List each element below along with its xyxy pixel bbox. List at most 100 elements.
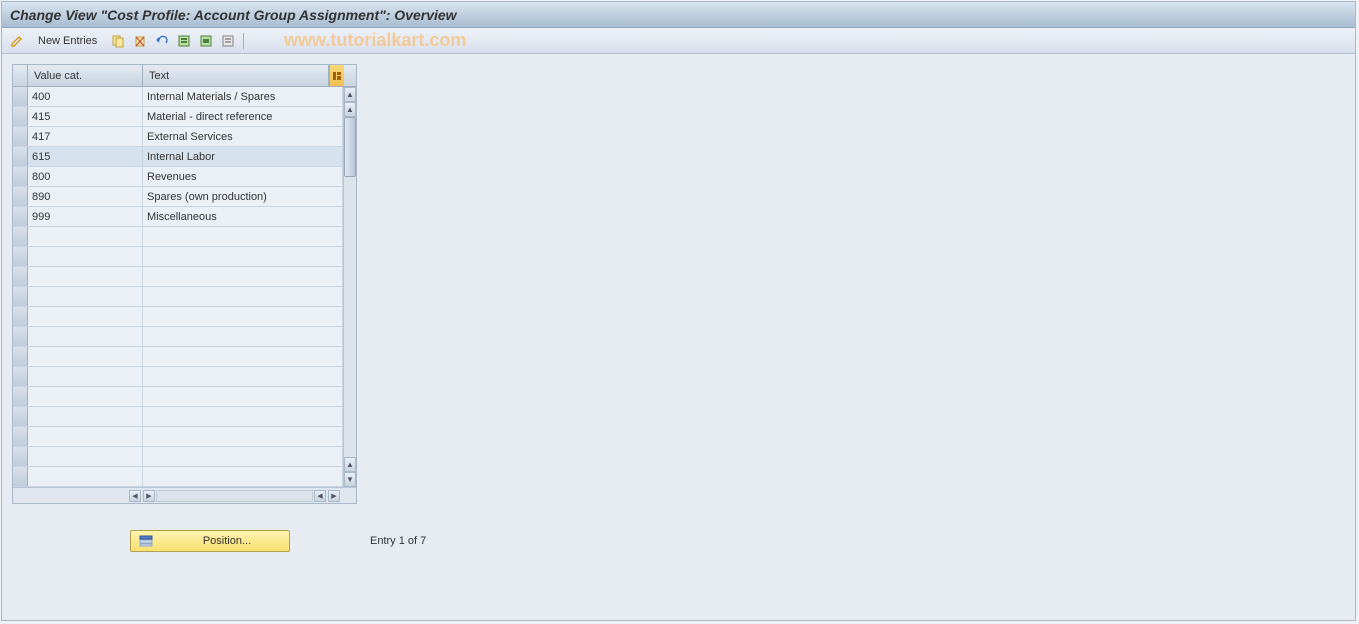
cell-text[interactable]: Revenues: [143, 167, 343, 186]
cell-text[interactable]: External Services: [143, 127, 343, 146]
row-selector[interactable]: [13, 107, 28, 126]
row-selector[interactable]: [13, 187, 28, 206]
cell-text[interactable]: [143, 467, 343, 486]
grid-select-all-corner[interactable]: [13, 65, 28, 86]
table-row[interactable]: 890Spares (own production): [13, 187, 343, 207]
scroll-down2-icon[interactable]: ▼: [344, 472, 356, 487]
cell-text[interactable]: Spares (own production): [143, 187, 343, 206]
table-row[interactable]: 415Material - direct reference: [13, 107, 343, 127]
cell-value-cat[interactable]: [28, 347, 143, 366]
cell-value-cat[interactable]: [28, 287, 143, 306]
cell-value-cat[interactable]: 415: [28, 107, 143, 126]
table-row[interactable]: 615Internal Labor: [13, 147, 343, 167]
cell-text[interactable]: [143, 267, 343, 286]
undo-icon[interactable]: [153, 32, 171, 50]
vertical-scrollbar[interactable]: ▲ ▲ ▲ ▼: [343, 87, 356, 487]
cell-text[interactable]: [143, 427, 343, 446]
row-selector[interactable]: [13, 287, 28, 306]
cell-value-cat[interactable]: [28, 247, 143, 266]
position-button[interactable]: Position...: [130, 530, 290, 552]
cell-text[interactable]: [143, 367, 343, 386]
table-row-empty[interactable]: [13, 447, 343, 467]
table-row-empty[interactable]: [13, 467, 343, 487]
cell-text[interactable]: [143, 307, 343, 326]
row-selector[interactable]: [13, 167, 28, 186]
table-row-empty[interactable]: [13, 367, 343, 387]
cell-text[interactable]: [143, 287, 343, 306]
select-block-icon[interactable]: [197, 32, 215, 50]
cell-value-cat[interactable]: [28, 387, 143, 406]
cell-text[interactable]: [143, 387, 343, 406]
hscroll-left-icon[interactable]: ◀: [129, 490, 141, 502]
row-selector[interactable]: [13, 407, 28, 426]
cell-text[interactable]: Miscellaneous: [143, 207, 343, 226]
horizontal-scrollbar[interactable]: ◀ ▶ ◀ ▶: [13, 487, 356, 503]
copy-as-icon[interactable]: [109, 32, 127, 50]
table-row-empty[interactable]: [13, 387, 343, 407]
toggle-edit-icon[interactable]: [8, 32, 26, 50]
row-selector[interactable]: [13, 447, 28, 466]
row-selector[interactable]: [13, 207, 28, 226]
cell-value-cat[interactable]: 999: [28, 207, 143, 226]
table-row-empty[interactable]: [13, 267, 343, 287]
table-row[interactable]: 999Miscellaneous: [13, 207, 343, 227]
cell-text[interactable]: [143, 447, 343, 466]
new-entries-button[interactable]: New Entries: [30, 33, 105, 49]
table-row-empty[interactable]: [13, 327, 343, 347]
cell-text[interactable]: Internal Materials / Spares: [143, 87, 343, 106]
scroll-up-icon[interactable]: ▲: [344, 87, 356, 102]
cell-value-cat[interactable]: [28, 447, 143, 466]
cell-value-cat[interactable]: 615: [28, 147, 143, 166]
table-row-empty[interactable]: [13, 247, 343, 267]
row-selector[interactable]: [13, 247, 28, 266]
row-selector[interactable]: [13, 227, 28, 246]
vscroll-track[interactable]: [344, 117, 356, 457]
cell-value-cat[interactable]: 417: [28, 127, 143, 146]
deselect-all-icon[interactable]: [219, 32, 237, 50]
table-row-empty[interactable]: [13, 227, 343, 247]
cell-value-cat[interactable]: [28, 407, 143, 426]
cell-value-cat[interactable]: [28, 467, 143, 486]
table-row-empty[interactable]: [13, 427, 343, 447]
row-selector[interactable]: [13, 367, 28, 386]
cell-value-cat[interactable]: [28, 327, 143, 346]
cell-value-cat[interactable]: [28, 227, 143, 246]
cell-text[interactable]: [143, 347, 343, 366]
hscroll-left2-icon[interactable]: ◀: [314, 490, 326, 502]
table-row[interactable]: 400Internal Materials / Spares: [13, 87, 343, 107]
cell-value-cat[interactable]: 890: [28, 187, 143, 206]
cell-text[interactable]: Material - direct reference: [143, 107, 343, 126]
delete-icon[interactable]: [131, 32, 149, 50]
row-selector[interactable]: [13, 467, 28, 486]
hscroll-right2-icon[interactable]: ▶: [328, 490, 340, 502]
row-selector[interactable]: [13, 87, 28, 106]
cell-text[interactable]: [143, 327, 343, 346]
cell-value-cat[interactable]: [28, 427, 143, 446]
hscroll-track[interactable]: [156, 490, 313, 502]
cell-value-cat[interactable]: [28, 367, 143, 386]
row-selector[interactable]: [13, 427, 28, 446]
column-header-value-cat[interactable]: Value cat.: [28, 65, 143, 86]
scroll-up2-icon[interactable]: ▲: [344, 102, 356, 117]
cell-value-cat[interactable]: 800: [28, 167, 143, 186]
column-header-text[interactable]: Text: [143, 65, 329, 86]
cell-text[interactable]: [143, 227, 343, 246]
table-row-empty[interactable]: [13, 347, 343, 367]
cell-text[interactable]: [143, 247, 343, 266]
scroll-down-icon[interactable]: ▲: [344, 457, 356, 472]
table-row[interactable]: 417External Services: [13, 127, 343, 147]
row-selector[interactable]: [13, 267, 28, 286]
row-selector[interactable]: [13, 347, 28, 366]
select-all-icon[interactable]: [175, 32, 193, 50]
cell-text[interactable]: [143, 407, 343, 426]
table-row[interactable]: 800Revenues: [13, 167, 343, 187]
hscroll-right-icon[interactable]: ▶: [143, 490, 155, 502]
table-row-empty[interactable]: [13, 287, 343, 307]
cell-value-cat[interactable]: [28, 267, 143, 286]
cell-value-cat[interactable]: [28, 307, 143, 326]
cell-text[interactable]: Internal Labor: [143, 147, 343, 166]
table-row-empty[interactable]: [13, 307, 343, 327]
row-selector[interactable]: [13, 327, 28, 346]
cell-value-cat[interactable]: 400: [28, 87, 143, 106]
row-selector[interactable]: [13, 387, 28, 406]
